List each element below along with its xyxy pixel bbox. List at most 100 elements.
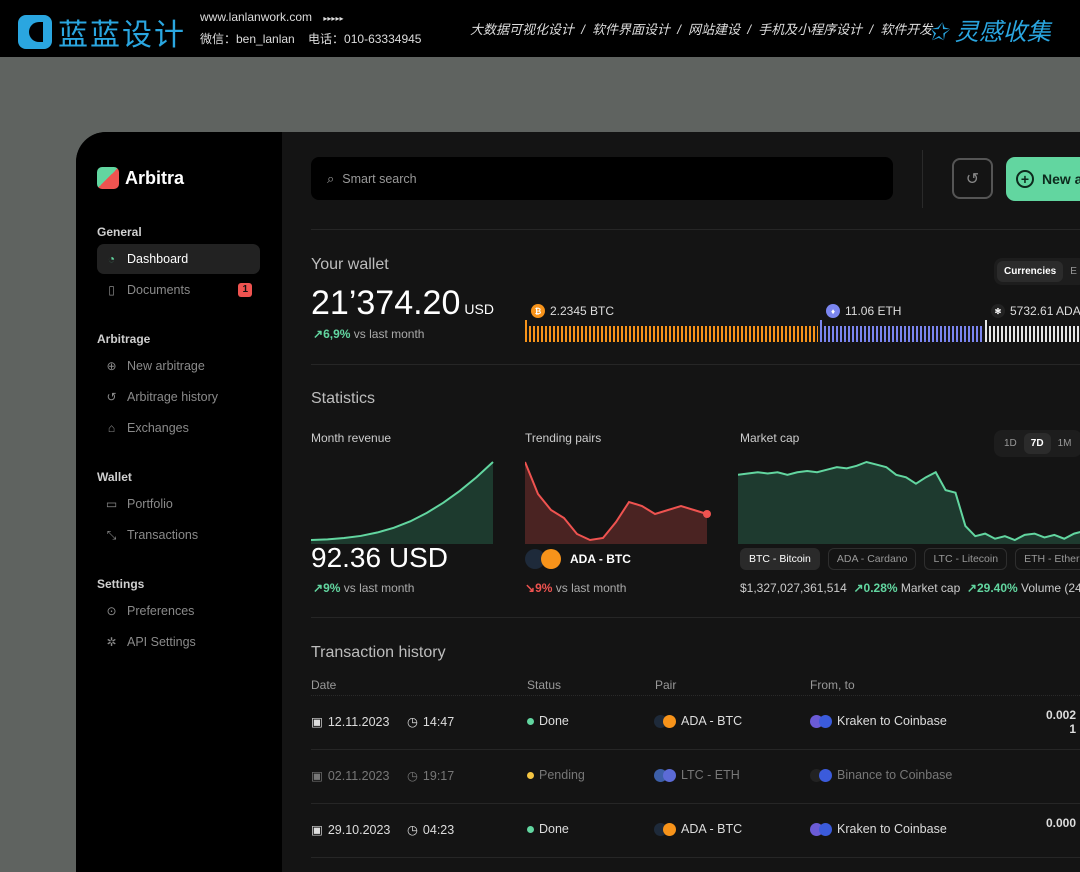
main-content: ⌕Smart search ↺ +New a Your wallet Curre… (282, 132, 1080, 872)
time-value: 19:17 (423, 769, 454, 783)
history-button[interactable]: ↺ (952, 158, 993, 199)
coin-chip[interactable]: BTC - Bitcoin (740, 548, 820, 570)
holding-bar-0 (525, 320, 818, 342)
clock-icon: ◷ (407, 768, 418, 783)
change-value: 9% (323, 581, 340, 595)
status-badge: Done (527, 822, 569, 836)
transactions-icon: ⤡ (105, 529, 118, 542)
holding-label: ₿2.2345 BTC (531, 304, 614, 318)
wallet-title: Your wallet (311, 256, 389, 274)
row-route: Binance to Coinbase (810, 768, 952, 782)
search-input[interactable]: ⌕Smart search (311, 157, 893, 200)
banner-logo-text: 蓝蓝设计 (58, 10, 186, 54)
sidebar-item-documents[interactable]: ▯ Documents 1 (97, 275, 260, 305)
wallet-icon: ▭ (105, 498, 118, 511)
change-text: vs last month (556, 581, 627, 595)
range-1M[interactable]: 1M (1051, 433, 1079, 454)
holding-bar-2 (985, 320, 1080, 342)
sidebar-item-label: Transactions (127, 528, 198, 542)
sidebar-item-exchanges[interactable]: ⌂Exchanges (97, 413, 260, 443)
pair-text: LTC - ETH (681, 768, 740, 782)
table-row[interactable]: ▣02.11.2023 ◷ 19:17 Pending LTC - ETH Binance… (311, 750, 1080, 804)
table-row[interactable]: ▣12.11.2023◷14:47DoneADA - BTCKraken to … (311, 696, 1080, 750)
col-pair[interactable]: Pair (655, 678, 676, 692)
date-value: 29.10.2023 (328, 823, 391, 837)
banner-arrows: ▸▸▸▸▸ (323, 14, 343, 23)
time-value: 14:47 (423, 715, 454, 729)
toggle-currencies[interactable]: Currencies (997, 261, 1063, 282)
row-pair: LTC - ETH (654, 768, 740, 782)
divider (311, 229, 1080, 230)
row-route: Kraken to Coinbase (810, 822, 947, 836)
sidebar-section-title: Arbitrage (97, 332, 150, 346)
status-dot (527, 772, 534, 779)
banner-logo: 蓝蓝设计 (18, 10, 186, 54)
notification-badge: 1 (238, 283, 252, 297)
coin-chip[interactable]: ADA - Cardano (828, 548, 917, 570)
sidebar-item-label: Exchanges (127, 421, 189, 435)
divider (922, 150, 923, 208)
date-value: 02.11.2023 (328, 769, 390, 783)
row-date: ▣ 12.11.2023 (311, 714, 389, 729)
row-time: ◷ 14:47 (407, 714, 454, 729)
pair-icon (654, 715, 676, 728)
search-icon: ⌕ (327, 171, 334, 187)
status-dot (527, 718, 534, 725)
status-text: Done (539, 714, 569, 728)
sidebar-item-api-settings[interactable]: ✲API Settings (97, 627, 260, 657)
coin-chip[interactable]: ETH - Ethereu (1015, 548, 1080, 570)
change-value: 9% (535, 581, 552, 595)
sidebar-item-portfolio[interactable]: ▭Portfolio (97, 489, 260, 519)
status-badge: Done (527, 714, 569, 728)
new-arbitrage-button[interactable]: +New a (1006, 157, 1080, 201)
status-dot (527, 826, 534, 833)
exchange-icon (810, 823, 832, 836)
trending-pairs-chart (525, 452, 711, 544)
col-date[interactable]: Date (311, 678, 336, 692)
trending-pair-label: ADA - BTC (570, 552, 631, 566)
pair-icon (654, 823, 676, 836)
transactions-title: Transaction history (311, 644, 446, 662)
trending-pair[interactable]: ADA - BTC (525, 549, 631, 569)
amount-secondary: 1 (1069, 722, 1076, 736)
sidebar-item-label: API Settings (127, 635, 196, 649)
sidebar-item-arbitrage-history[interactable]: ↺Arbitrage history (97, 382, 260, 412)
calendar-icon: ▣ (311, 714, 323, 729)
sidebar: Arbitra General◔Dashboard▯Documents1Arbi… (76, 132, 282, 872)
row-date: ▣02.11.2023 (311, 768, 389, 783)
clock-icon: ◷ (407, 822, 418, 837)
range-1D[interactable]: 1D (997, 433, 1024, 454)
status-text: Pending (539, 768, 585, 782)
exchange-icon (810, 769, 832, 782)
sidebar-section-title: Settings (97, 577, 144, 591)
sidebar-item-transactions[interactable]: ⤡ Transactions (97, 520, 260, 550)
statistics-title: Statistics (311, 390, 375, 408)
cap-label: Market cap (901, 581, 960, 595)
sidebar-item-new-arbitrage[interactable]: ⊕New arbitrage (97, 351, 260, 381)
sidebar-item-label: Documents (127, 283, 190, 297)
month-revenue-change: ↗9% vs last month (313, 581, 414, 595)
sidebar-item-label: New arbitrage (127, 359, 205, 373)
col-status[interactable]: Status (527, 678, 561, 692)
banner-url[interactable]: www.lanlanwork.com (200, 10, 312, 24)
row-time: ◷ 19:17 (407, 768, 454, 783)
date-value: 12.11.2023 (328, 715, 390, 729)
range-7D[interactable]: 7D (1024, 433, 1051, 454)
coin-chips: BTC - Bitcoin ADA - Cardano LTC - Litecoin… (740, 548, 1080, 570)
row-time: ◷04:23 (407, 822, 454, 837)
toggle-exchanges[interactable]: E (1063, 261, 1080, 282)
clock-icon: ◷ (407, 714, 418, 729)
plus-circle-icon: + (1016, 170, 1034, 188)
sidebar-item-dashboard[interactable]: ◔Dashboard (97, 244, 260, 274)
col-from-to[interactable]: From, to (810, 678, 855, 692)
app-logo[interactable]: Arbitra (97, 167, 184, 189)
document-icon: ▯ (105, 284, 118, 297)
sidebar-item-preferences[interactable]: ⊙Preferences (97, 596, 260, 626)
row-amount: 0.0021 (1046, 708, 1076, 736)
holding-amount: 5732.61 ADA (1010, 304, 1080, 318)
route-text: Kraken to Coinbase (837, 822, 947, 836)
coin-chip[interactable]: LTC - Litecoin (924, 548, 1007, 570)
table-row[interactable]: ▣29.10.2023◷04:23DoneADA - BTCKraken to … (311, 804, 1080, 858)
chart-area (311, 462, 493, 544)
pair-text: ADA - BTC (681, 714, 742, 728)
